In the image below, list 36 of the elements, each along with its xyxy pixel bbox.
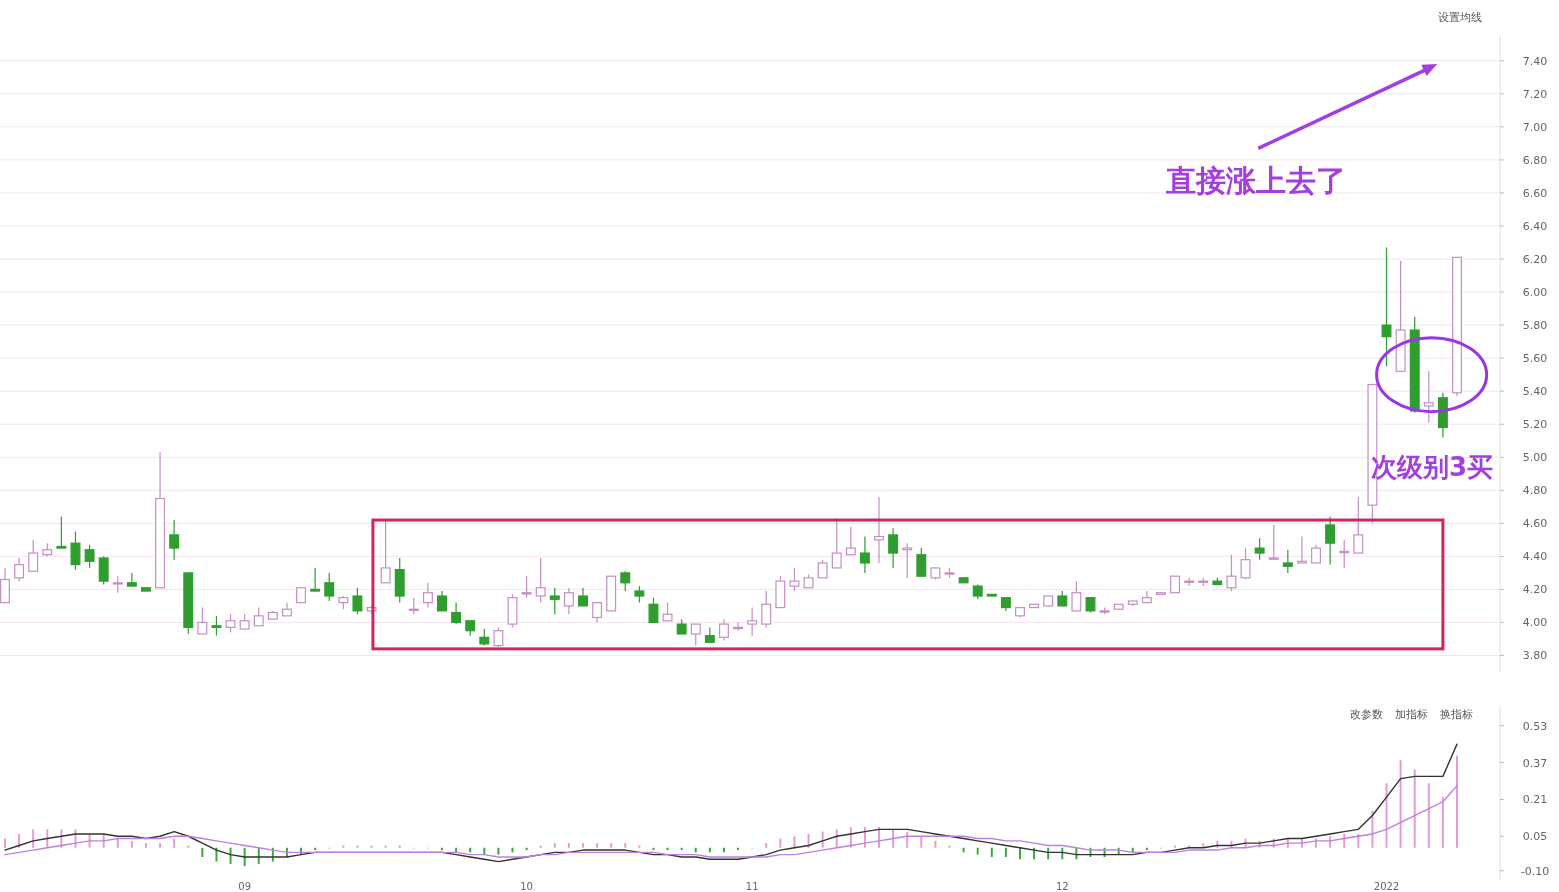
y-tick-label: 7.40 — [1522, 54, 1548, 68]
x-tick-label: 10 — [520, 881, 533, 892]
y-tick-label: 4.40 — [1522, 550, 1548, 564]
y-tick-label: 7.00 — [1522, 120, 1548, 134]
y-tick-label: 7.20 — [1522, 87, 1548, 101]
annotation: 直接涨上去了 — [1165, 163, 1346, 198]
y-tick-label: 4.20 — [1522, 583, 1548, 597]
x-tick-label: 11 — [745, 881, 759, 892]
x-tick-label: 2022 — [1373, 881, 1400, 892]
y-tick-label: 4.80 — [1522, 484, 1548, 498]
annotation: 改参数 — [1349, 708, 1383, 721]
y-tick-label: 5.00 — [1522, 451, 1548, 465]
annotation: 次级别3买 — [1370, 452, 1494, 482]
y-tick-label: 3.80 — [1522, 649, 1548, 663]
y-tick-label: 0.05 — [1522, 830, 1548, 844]
y-tick-label: 6.40 — [1522, 219, 1548, 233]
y-tick-label: 5.20 — [1522, 418, 1548, 432]
y-tick-label: 6.20 — [1522, 253, 1548, 267]
y-tick-label: 5.80 — [1522, 319, 1548, 333]
y-tick-label: 6.00 — [1522, 286, 1548, 300]
text: 设置均线 — [1438, 11, 1482, 24]
y-tick-label: 0.37 — [1522, 756, 1548, 770]
annotation: 加指标 — [1394, 708, 1428, 721]
y-tick-label: 4.00 — [1522, 616, 1548, 630]
y-tick-label: 4.60 — [1522, 517, 1548, 531]
y-tick-label: 0.21 — [1522, 793, 1548, 807]
x-tick-label: 09 — [238, 881, 252, 892]
y-tick-label: 6.60 — [1522, 186, 1548, 200]
line-series — [4, 784, 1458, 858]
y-tick-label: 5.40 — [1522, 385, 1548, 399]
y-tick-label: 6.80 — [1522, 153, 1548, 167]
x-tick-label: 12 — [1055, 881, 1069, 892]
y-tick-label: 5.60 — [1522, 352, 1548, 366]
y-tick-label: 0.53 — [1522, 719, 1548, 733]
annotation: 换指标 — [1439, 708, 1473, 721]
y-tick-label: -0.10 — [1520, 864, 1550, 878]
